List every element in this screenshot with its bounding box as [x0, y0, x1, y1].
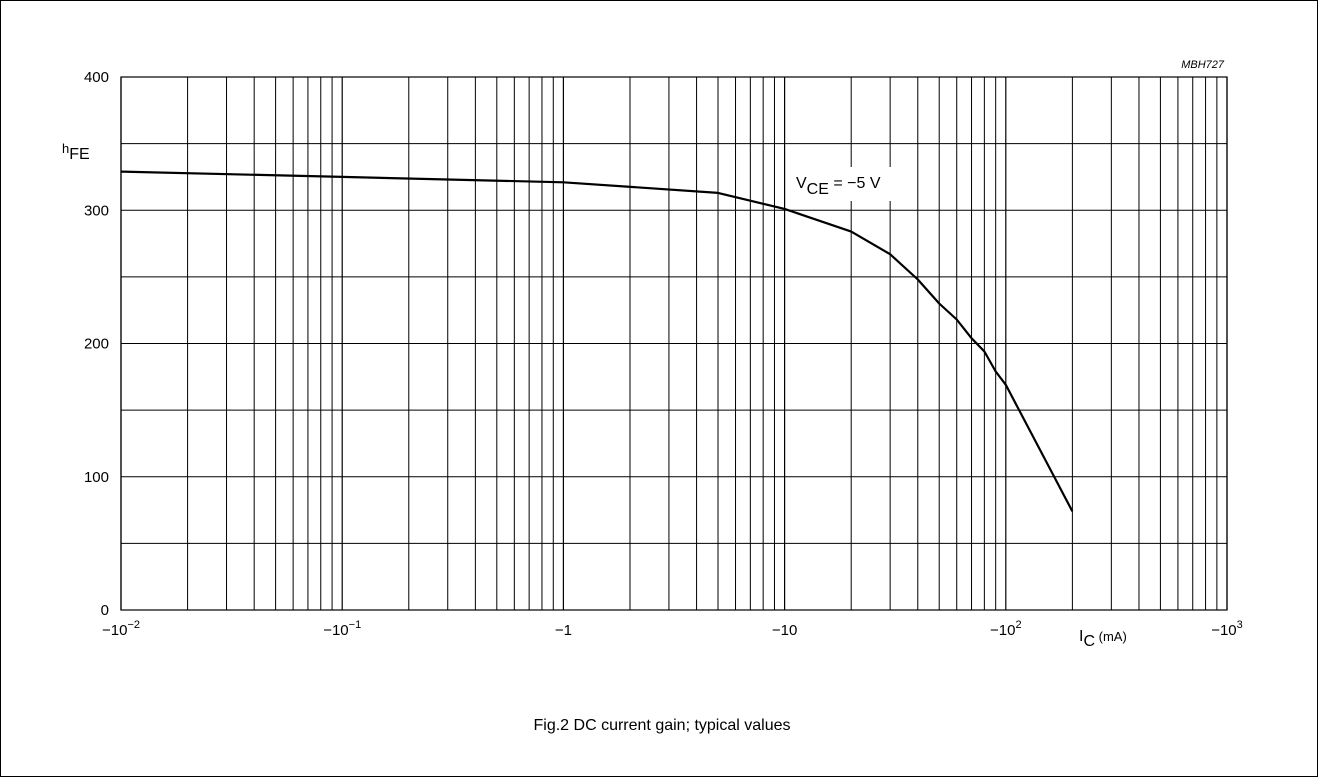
x-tick-label: −103 — [1211, 619, 1243, 639]
y-axis-label-sub: FE — [69, 146, 89, 163]
series-line-vce — [120, 170, 1074, 512]
y-tick-label: 0 — [101, 602, 109, 619]
figure-code: MBH727 — [1181, 59, 1225, 71]
y-axis-label: hFE — [62, 141, 90, 163]
x-axis-label-sub: C — [1083, 633, 1095, 650]
x-tick-labels: −10−2 −10−1 −1 −10 −102 −103 — [102, 619, 1243, 639]
annotation-rest: = −5 V — [829, 175, 881, 192]
x-tick-label: −102 — [990, 619, 1022, 639]
x-axis-label: IC (mA) — [1079, 628, 1127, 650]
y-tick-label: 300 — [84, 202, 109, 219]
x-tick-label: −10−1 — [323, 619, 361, 639]
plot-border — [120, 76, 1228, 611]
x-tick-label: −1 — [555, 622, 572, 639]
x-tick-label: −10−2 — [102, 619, 140, 639]
y-tick-label: 400 — [84, 69, 109, 86]
y-tick-labels: 0 100 200 300 400 — [84, 69, 109, 619]
x-axis-label-main: I — [1079, 628, 1083, 645]
annotation-sub: CE — [807, 181, 829, 198]
x-axis-label-rest: (mA) — [1095, 629, 1127, 644]
grid-minor-lines — [121, 77, 1227, 610]
annotation-background — [791, 167, 893, 201]
y-tick-label: 200 — [84, 336, 109, 353]
figure-caption: Fig.2 DC current gain; typical values — [534, 717, 791, 734]
y-axis-label-main: h — [62, 141, 69, 156]
annotation-main: V — [796, 175, 807, 192]
series-layer — [120, 170, 1074, 512]
y-tick-label: 100 — [84, 469, 109, 486]
x-tick-label: −10 — [772, 622, 797, 639]
series-annotation: VCE = −5 V — [796, 175, 881, 198]
